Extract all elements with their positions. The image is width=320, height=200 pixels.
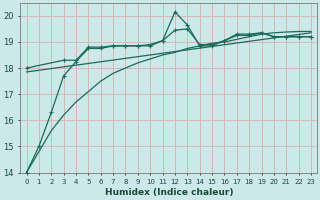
X-axis label: Humidex (Indice chaleur): Humidex (Indice chaleur) xyxy=(105,188,233,197)
